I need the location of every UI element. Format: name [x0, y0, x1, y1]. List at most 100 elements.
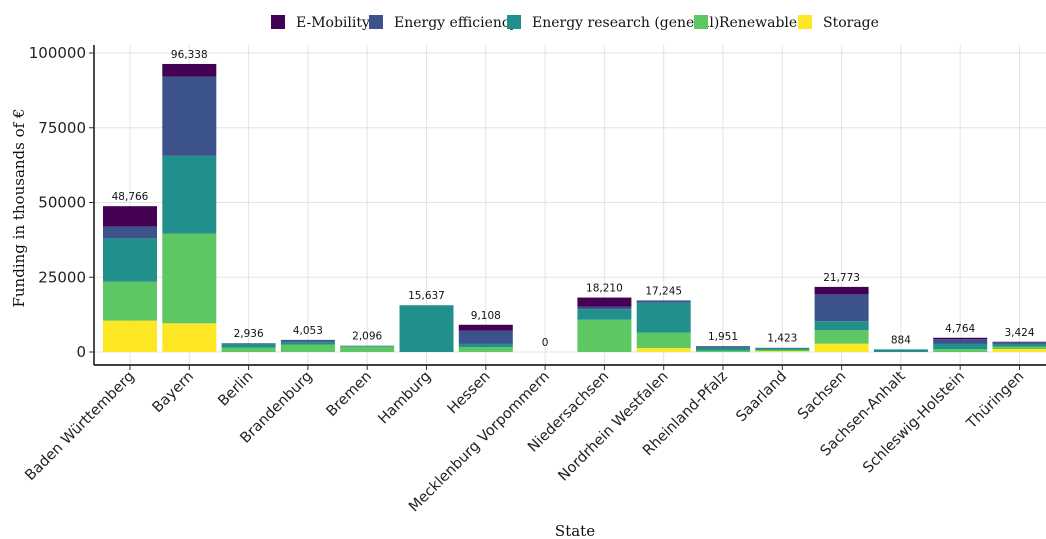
bar-energy-efficiency-sachsen — [814, 294, 869, 322]
legend: E-Mobility Energy efficiency Energy resear… — [271, 15, 879, 31]
x-tick-label-bayern: Bayern — [150, 369, 198, 417]
bar-renewables-bremen — [340, 346, 395, 352]
legend-label: E-Mobility — [296, 15, 370, 31]
bar-energy-research-general-bremen — [340, 346, 395, 347]
bar-renewables-saarland — [755, 349, 810, 352]
bar-energy-efficiency-berlin — [221, 343, 276, 344]
total-label-bayern: 96,338 — [171, 49, 208, 61]
bar-energy-research-general-saarland — [755, 347, 810, 350]
bar-renewables-nordrhein-westfalen — [636, 332, 691, 349]
bar-energy-efficiency-brandenburg — [280, 339, 335, 342]
y-tick-label: 0 — [76, 343, 86, 361]
bar-energy-research-general-rheinland-pfalz — [696, 347, 750, 351]
bar-energy-research-general-niedersachsen — [577, 309, 632, 320]
bar-storage-baden-w-rttemberg — [103, 320, 157, 352]
bar-storage-th-ringen — [992, 349, 1046, 352]
y-tick-label: 50000 — [38, 194, 86, 212]
legend-item-energy-efficiency: Energy efficiency — [369, 15, 518, 31]
total-label-saarland: 1,423 — [767, 333, 797, 345]
x-tick-label-sachsen: Sachsen — [795, 369, 849, 423]
y-axis-title: Funding in thousands of € — [10, 108, 28, 307]
x-tick-label-hessen: Hessen — [445, 369, 494, 418]
bar-e-mobility-sachsen — [814, 286, 869, 295]
bar-renewables-rheinland-pfalz — [696, 350, 750, 352]
bar-energy-research-general-bayern — [162, 155, 217, 234]
bar-energy-research-general-brandenburg — [280, 341, 335, 345]
total-label-schleswig-holstein: 4,764 — [945, 323, 975, 335]
bar-storage-saarland — [755, 351, 810, 352]
bar-energy-research-general-nordrhein-westfalen — [636, 302, 691, 333]
legend-item-storage: Storage — [798, 15, 879, 31]
legend-swatch — [694, 15, 708, 29]
total-label-nordrhein-westfalen: 17,245 — [645, 285, 682, 297]
bar-e-mobility-hessen — [458, 324, 513, 331]
bar-energy-research-general-sachsen-anhalt — [873, 349, 928, 352]
total-labels: 48,766 96,338 2,936 4,053 2,096 15,637 9,108 0 1… — [112, 49, 1035, 349]
x-tick-label-bremen: Bremen — [324, 369, 375, 420]
bar-energy-efficiency-hessen — [458, 330, 513, 344]
y-tick-label: 75000 — [38, 119, 86, 137]
bar-energy-research-general-hessen — [458, 343, 513, 348]
total-label-niedersachsen: 18,210 — [586, 283, 623, 295]
x-tick-label-schleswig-holstein: Schleswig-Holstein — [860, 369, 968, 477]
x-tick-label-hamburg: Hamburg — [375, 369, 434, 428]
total-label-hessen: 9,108 — [471, 310, 501, 322]
bar-e-mobility-bayern — [162, 63, 217, 77]
y-tick-label: 100000 — [29, 44, 86, 62]
bars — [103, 63, 1046, 352]
legend-swatch — [507, 15, 521, 29]
x-tick-label-baden-w-rttemberg: Baden Württemberg — [22, 369, 137, 484]
bar-e-mobility-th-ringen — [992, 341, 1046, 343]
bar-storage-nordrhein-westfalen — [636, 348, 691, 352]
total-label-bremen: 2,096 — [352, 331, 382, 343]
total-label-baden-w-rttemberg: 48,766 — [112, 191, 149, 203]
legend-item-e-mobility: E-Mobility — [271, 15, 370, 31]
total-label-hamburg: 15,637 — [408, 290, 445, 302]
bar-renewables-baden-w-rttemberg — [103, 281, 157, 321]
x-tick-label-nordrhein-westfalen: Nordrhein Westfalen — [556, 369, 672, 485]
bar-energy-research-general-sachsen — [814, 321, 869, 331]
bar-renewables-bayern — [162, 233, 217, 324]
total-label-brandenburg: 4,053 — [293, 325, 323, 337]
bar-renewables-hessen — [458, 347, 513, 352]
legend-label: Energy research (general) — [532, 15, 719, 31]
legend-item-energy-research-general: Energy research (general) — [507, 15, 719, 31]
bar-renewables-brandenburg — [280, 344, 335, 352]
x-tick-label-berlin: Berlin — [215, 369, 256, 410]
bar-renewables-berlin — [221, 347, 276, 352]
total-label-sachsen: 21,773 — [823, 272, 860, 284]
legend-label: Energy efficiency — [394, 15, 518, 31]
bar-energy-efficiency-nordrhein-westfalen — [636, 300, 691, 303]
total-label-sachsen-anhalt: 884 — [891, 334, 911, 346]
legend-swatch — [369, 15, 383, 29]
bar-energy-research-general-th-ringen — [992, 343, 1046, 347]
x-tick-label-saarland: Saarland — [733, 369, 790, 426]
legend-label: Renewables — [719, 15, 804, 31]
y-tick-label: 25000 — [38, 268, 86, 286]
bar-energy-research-general-baden-w-rttemberg — [103, 238, 157, 282]
bar-renewables-niedersachsen — [577, 319, 632, 352]
bar-energy-efficiency-rheinland-pfalz — [696, 346, 750, 348]
bar-energy-efficiency-schleswig-holstein — [933, 339, 988, 344]
legend-item-renewables: Renewables — [694, 15, 804, 31]
grid — [94, 45, 1046, 365]
total-label-rheinland-pfalz: 1,951 — [708, 331, 738, 343]
bar-energy-efficiency-bayern — [162, 76, 217, 156]
bar-storage-bayern — [162, 323, 217, 352]
bar-energy-efficiency-th-ringen — [992, 342, 1046, 344]
legend-swatch — [798, 15, 812, 29]
bar-renewables-sachsen — [814, 330, 869, 344]
bar-storage-sachsen — [814, 343, 869, 352]
x-tick-label-th-ringen: Thüringen — [963, 369, 1027, 433]
x-axis-title: State — [555, 522, 595, 539]
total-label-berlin: 2,936 — [234, 328, 264, 340]
bar-e-mobility-baden-w-rttemberg — [103, 206, 157, 227]
total-label-th-ringen: 3,424 — [1004, 327, 1034, 339]
bar-energy-research-general-schleswig-holstein — [933, 343, 988, 350]
legend-label: Storage — [823, 15, 879, 31]
legend-swatch — [271, 15, 285, 29]
total-label-mecklenburg-vorpommern: 0 — [542, 337, 549, 349]
bar-energy-research-general-berlin — [221, 343, 276, 348]
bar-e-mobility-niedersachsen — [577, 297, 632, 307]
